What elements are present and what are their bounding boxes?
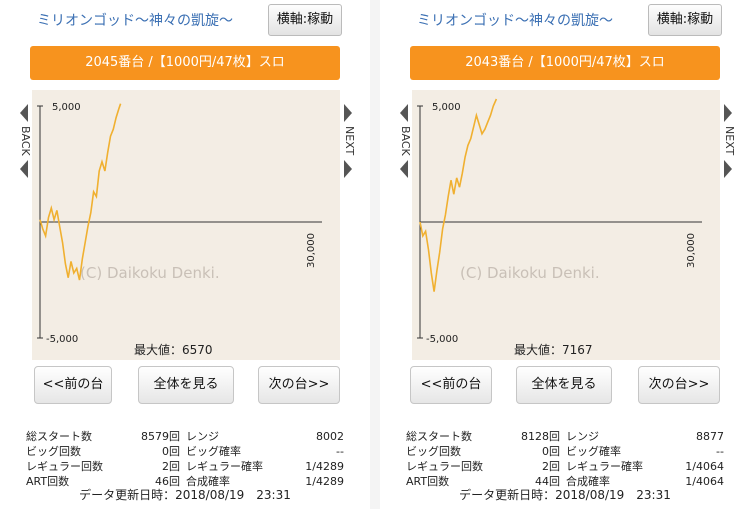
stat-value: -- <box>336 445 344 458</box>
machine-banner: 2043番台 /【1000円/47枚】スロ <box>410 46 720 80</box>
back-arrow-icon[interactable] <box>20 160 28 178</box>
machine-title: ミリオンゴッド〜神々の凱旋〜 <box>417 13 613 29</box>
stat-value: 1/4289 <box>305 460 344 473</box>
prev-machine-button[interactable]: <<前の台 <box>34 366 112 404</box>
stat-label: レギュラー回数 <box>26 460 103 473</box>
stat-label: レギュラー回数 <box>406 460 483 473</box>
updated-timestamp: データ更新日時：2018/08/19 23:31 <box>459 488 671 502</box>
y-tick-label: -5,000 <box>46 334 78 345</box>
stat-value: 0回 <box>542 445 560 458</box>
next-arrow-icon[interactable] <box>344 104 352 122</box>
panel-divider <box>370 0 380 509</box>
stat-value: 8002 <box>316 430 344 443</box>
x-tick-label: 30,000 <box>686 233 697 268</box>
watermark-text: (C) Daikoku Denki. <box>80 264 220 282</box>
axis-toggle-button[interactable]: 横軸:稼動 <box>648 4 722 36</box>
stat-label: ART回数 <box>26 475 70 488</box>
stat-value: 44回 <box>535 475 560 488</box>
stat-value: 2回 <box>542 460 560 473</box>
x-tick-label: 30,000 <box>306 233 317 268</box>
back-label[interactable]: BACK <box>19 126 32 156</box>
panel-left: ミリオンゴッド〜神々の凱旋〜 横軸:稼動 2045番台 /【1000円/47枚】… <box>0 0 370 509</box>
series-line <box>39 103 122 281</box>
machine-title: ミリオンゴッド〜神々の凱旋〜 <box>37 13 233 29</box>
slump-chart: 5,000 -5,000 30,000 (C) Daikoku Denki. 最大値：7… <box>412 90 720 360</box>
stat-value: 2回 <box>162 460 180 473</box>
stat-value: 1/4064 <box>685 475 724 488</box>
stat-label: レンジ <box>566 430 599 443</box>
back-arrow-icon[interactable] <box>400 104 408 122</box>
machine-banner: 2045番台 /【1000円/47枚】スロ <box>30 46 340 80</box>
y-tick-label: 5,000 <box>52 102 81 113</box>
back-label[interactable]: BACK <box>399 126 412 156</box>
stat-label: 総スタート数 <box>406 430 472 443</box>
y-tick-label: 5,000 <box>432 102 461 113</box>
stat-label: ART回数 <box>406 475 450 488</box>
series-line <box>419 98 498 292</box>
stat-label: レギュラー確率 <box>186 460 263 473</box>
stat-label: レギュラー確率 <box>566 460 643 473</box>
next-arrow-icon[interactable] <box>724 104 732 122</box>
stat-label: 合成確率 <box>186 475 230 488</box>
panel-right: ミリオンゴッド〜神々の凱旋〜 横軸:稼動 2043番台 /【1000円/47枚】… <box>380 0 750 509</box>
stat-label: レンジ <box>186 430 219 443</box>
stat-value: 0回 <box>162 445 180 458</box>
updated-timestamp: データ更新日時：2018/08/19 23:31 <box>79 488 291 502</box>
stat-label: 総スタート数 <box>26 430 92 443</box>
max-value-label: 最大値：6570 <box>134 342 213 357</box>
watermark-text: (C) Daikoku Denki. <box>460 264 600 282</box>
stat-label: ビッグ回数 <box>26 445 81 458</box>
stat-label: 合成確率 <box>566 475 610 488</box>
back-arrow-icon[interactable] <box>20 104 28 122</box>
show-all-button[interactable]: 全体を見る <box>138 366 234 404</box>
next-label[interactable]: NEXT <box>343 126 356 156</box>
stat-label: ビッグ確率 <box>186 445 241 458</box>
show-all-button[interactable]: 全体を見る <box>516 366 612 404</box>
max-value-label: 最大値：7167 <box>514 342 593 357</box>
y-tick-label: -5,000 <box>426 334 458 345</box>
chart-svg: 5,000 -5,000 30,000 (C) Daikoku Denki. 最大値：6… <box>37 102 322 357</box>
stat-label: ビッグ回数 <box>406 445 461 458</box>
stat-value: 1/4064 <box>685 460 724 473</box>
back-arrow-icon[interactable] <box>400 160 408 178</box>
prev-machine-button[interactable]: <<前の台 <box>410 366 492 404</box>
axis-toggle-button[interactable]: 横軸:稼動 <box>268 4 342 36</box>
stat-value: 8579回 <box>141 430 180 443</box>
next-machine-button[interactable]: 次の台>> <box>638 366 720 404</box>
chart-svg: 5,000 -5,000 30,000 (C) Daikoku Denki. 最大値：7… <box>417 98 702 357</box>
stat-value: -- <box>716 445 724 458</box>
next-machine-button[interactable]: 次の台>> <box>258 366 340 404</box>
next-label[interactable]: NEXT <box>723 126 736 156</box>
stat-value: 8877 <box>696 430 724 443</box>
next-arrow-icon[interactable] <box>344 160 352 178</box>
stat-value: 8128回 <box>521 430 560 443</box>
stat-value: 1/4289 <box>305 475 344 488</box>
stat-value: 46回 <box>155 475 180 488</box>
stat-label: ビッグ確率 <box>566 445 621 458</box>
next-arrow-icon[interactable] <box>724 160 732 178</box>
slump-chart: 5,000 -5,000 30,000 (C) Daikoku Denki. 最大値：6… <box>32 90 340 360</box>
